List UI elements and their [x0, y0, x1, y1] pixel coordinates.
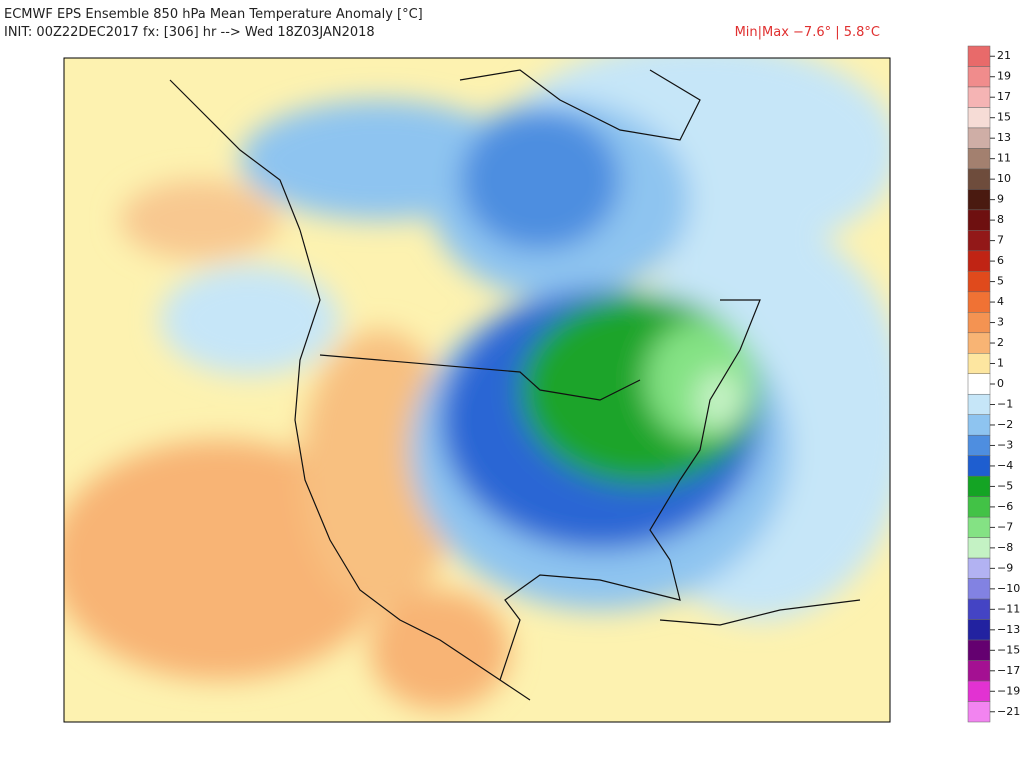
warm-area	[120, 180, 280, 260]
east-coast	[499, 299, 761, 681]
colorbar-label: −4	[997, 459, 1013, 472]
map	[64, 58, 890, 722]
colorbar-swatch	[967, 393, 991, 415]
colorbar-swatch	[967, 209, 991, 231]
title: ECMWF EPS Ensemble 850 hPa Mean Temperat…	[4, 7, 423, 22]
colorbar-label: 3	[997, 316, 1004, 329]
colorbar-label: 15	[997, 111, 1011, 124]
colorbar-swatch	[967, 434, 991, 456]
colorbar-swatch	[967, 578, 991, 600]
caribbean	[659, 599, 861, 626]
colorbar-swatch	[967, 332, 991, 354]
colorbar-swatch	[967, 496, 991, 518]
colorbar-label: −11	[997, 602, 1020, 615]
alaska-coast	[169, 79, 301, 231]
colorbar-label: 4	[997, 295, 1004, 308]
border	[319, 354, 641, 401]
colorbar-swatch	[967, 353, 991, 375]
colorbar-label: −21	[997, 705, 1020, 718]
colorbar-swatch	[967, 373, 991, 395]
colorbar-swatch	[967, 537, 991, 559]
colorbar-label: 13	[997, 131, 1011, 144]
colorbar-swatch	[967, 557, 991, 579]
colorbar-swatch	[967, 680, 991, 702]
colorbar-swatch	[967, 86, 991, 108]
colorbar-swatch	[967, 414, 991, 436]
colorbar-label: 7	[997, 234, 1004, 247]
colorbar-label: −15	[997, 643, 1020, 656]
colorbar-label: −6	[997, 500, 1013, 513]
colorbar-label: 9	[997, 193, 1004, 206]
colorbar-swatch	[967, 148, 991, 170]
colorbar-swatch	[967, 455, 991, 477]
colorbar-swatch	[967, 475, 991, 497]
colorbar-swatch	[967, 291, 991, 313]
colorbar-label: −7	[997, 520, 1013, 533]
colorbar-swatch	[967, 516, 991, 538]
colorbar-label: −1	[997, 397, 1013, 410]
colorbar: 211917151311109876543210−1−2−3−4−5−6−7−8…	[967, 45, 1020, 723]
colorbar-label: −17	[997, 664, 1020, 677]
colorbar-swatch	[967, 619, 991, 641]
colorbar-swatch	[967, 701, 991, 723]
colorbar-swatch	[967, 271, 991, 293]
colorbar-label: −8	[997, 541, 1013, 554]
min-max: Min|Max −7.6° | 5.8°C	[735, 25, 880, 40]
very-cold-area	[695, 370, 745, 430]
colorbar-label: −13	[997, 623, 1020, 636]
colorbar-label: −2	[997, 418, 1013, 431]
warm-area	[370, 590, 510, 710]
colorbar-label: −5	[997, 479, 1013, 492]
arctic-coast	[459, 69, 701, 141]
colorbar-label: 2	[997, 336, 1004, 349]
colorbar-swatch	[967, 639, 991, 661]
west-coast	[294, 229, 531, 701]
colorbar-swatch	[967, 598, 991, 620]
cold-area	[460, 110, 620, 250]
colorbar-swatch	[967, 127, 991, 149]
colorbar-label: 11	[997, 152, 1011, 165]
colorbar-swatch	[967, 45, 991, 67]
colorbar-label: −9	[997, 561, 1013, 574]
colorbar-swatch	[967, 250, 991, 272]
colorbar-swatch	[967, 660, 991, 682]
cool-area	[160, 265, 340, 375]
colorbar-label: 0	[997, 377, 1004, 390]
colorbar-label: 10	[997, 172, 1011, 185]
colorbar-label: −19	[997, 684, 1020, 697]
colorbar-label: 5	[997, 275, 1004, 288]
colorbar-label: 17	[997, 90, 1011, 103]
anomaly-field	[64, 58, 890, 710]
colorbar-swatch	[967, 312, 991, 334]
colorbar-swatch	[967, 107, 991, 129]
colorbar-swatch	[967, 230, 991, 252]
colorbar-label: 19	[997, 70, 1011, 83]
init-line: INIT: 00Z22DEC2017 fx: [306] hr --> Wed …	[4, 25, 375, 40]
colorbar-swatch	[967, 66, 991, 88]
colorbar-label: −3	[997, 438, 1013, 451]
coastlines	[169, 69, 861, 701]
colorbar-swatch	[967, 189, 991, 211]
map-frame	[63, 57, 891, 723]
colorbar-label: 1	[997, 357, 1004, 370]
colorbar-label: 8	[997, 213, 1004, 226]
colorbar-label: −10	[997, 582, 1020, 595]
colorbar-label: 6	[997, 254, 1004, 267]
colorbar-label: 21	[997, 49, 1011, 62]
colorbar-swatch	[967, 168, 991, 190]
